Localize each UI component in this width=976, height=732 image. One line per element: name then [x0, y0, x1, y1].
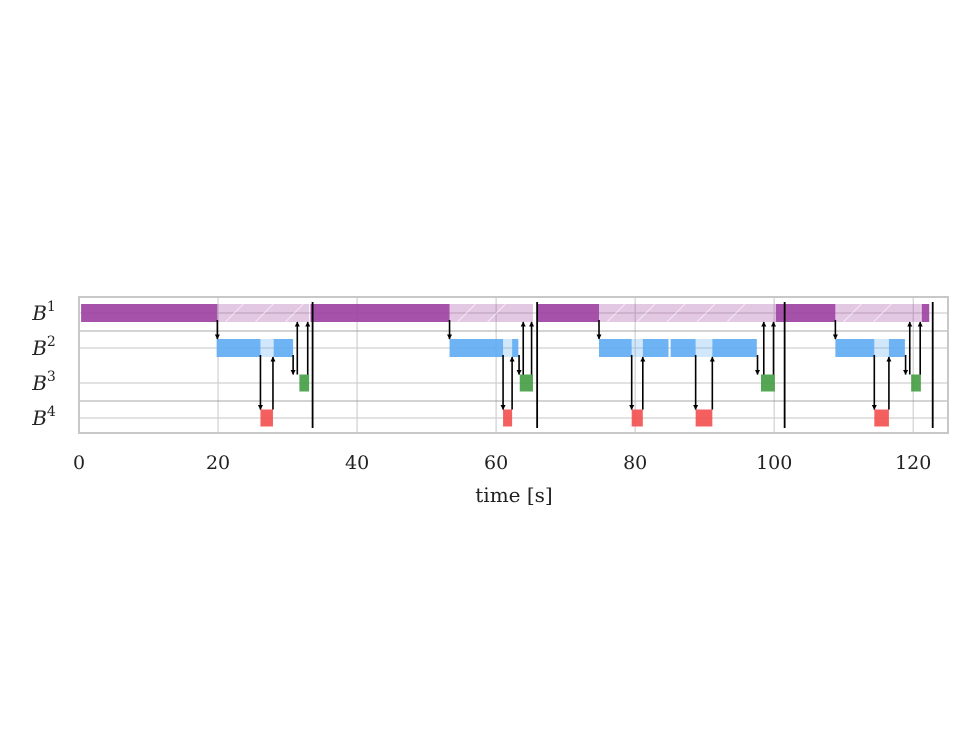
- hatch-line: [636, 303, 656, 323]
- active-bar: [695, 409, 713, 427]
- waiting-bar: [835, 304, 921, 322]
- x-tick-label: 80: [623, 452, 647, 474]
- waiting-bar: [449, 304, 533, 322]
- active-bar: [310, 304, 450, 322]
- waiting-bar: [695, 339, 713, 357]
- row-label: B1: [31, 299, 56, 325]
- row-label-base: B: [31, 301, 47, 325]
- x-tick-label: 20: [206, 452, 230, 474]
- active-bar: [81, 304, 218, 322]
- active-bar: [874, 409, 889, 427]
- hatch-line: [254, 303, 274, 323]
- hatch-line: [873, 303, 892, 323]
- row-label: B2: [31, 334, 56, 360]
- active-bar: [449, 339, 504, 357]
- row-label-base: B: [31, 406, 47, 430]
- x-ticks: 0 20 40 60 80 100 120: [73, 452, 931, 474]
- row-label-superscript: 1: [47, 299, 56, 315]
- hatch-line: [696, 303, 716, 323]
- active-bar: [299, 374, 310, 392]
- row-label-superscript: 4: [47, 404, 56, 420]
- hatch-line: [606, 303, 626, 323]
- active-bar: [512, 339, 519, 357]
- active-bar: [503, 409, 513, 427]
- active-bar: [911, 374, 921, 392]
- waiting-bar: [217, 304, 310, 322]
- hatch-line: [457, 303, 476, 323]
- row-label-superscript: 3: [47, 369, 56, 385]
- waiting-bar: [631, 339, 643, 357]
- x-tick-label: 0: [73, 452, 85, 474]
- waiting-bar: [503, 339, 513, 357]
- row-label: B4: [31, 404, 56, 430]
- x-tick-label: 100: [756, 452, 792, 474]
- hatch-line: [843, 303, 862, 323]
- arrows: [214, 302, 934, 428]
- row-label-superscript: 2: [47, 334, 56, 350]
- row-label-base: B: [31, 336, 47, 360]
- active-bar: [260, 409, 273, 427]
- active-bar: [519, 374, 533, 392]
- active-bar: [216, 339, 261, 357]
- x-tick-label: 120: [895, 452, 931, 474]
- hatch-line: [224, 303, 244, 323]
- hatch-line: [487, 303, 506, 323]
- waiting-bar: [260, 339, 274, 357]
- active-bar: [775, 304, 836, 322]
- active-bar: [642, 339, 669, 357]
- hatch-line: [666, 303, 686, 323]
- active-bar: [760, 374, 775, 392]
- active-bar: [921, 304, 930, 322]
- plot-frame: [78, 296, 949, 434]
- waiting-bar: [874, 339, 889, 357]
- active-bar: [888, 339, 905, 357]
- x-axis-label: time [s]: [475, 483, 552, 507]
- row-label-base: B: [31, 371, 47, 395]
- row-separators: [79, 330, 948, 402]
- hatch-line: [726, 303, 746, 323]
- active-bar: [835, 339, 875, 357]
- row-label: B3: [31, 369, 56, 395]
- plot-border: [78, 296, 949, 434]
- bars: [81, 303, 930, 427]
- active-bar: [599, 339, 632, 357]
- waiting-bar: [599, 304, 775, 322]
- hatch-line: [284, 303, 304, 323]
- active-bar: [536, 304, 600, 322]
- active-bar: [631, 409, 643, 427]
- active-bar: [670, 339, 696, 357]
- active-bar: [712, 339, 757, 357]
- x-tick-label: 60: [484, 452, 508, 474]
- active-bar: [273, 339, 294, 357]
- x-tick-label: 40: [345, 452, 369, 474]
